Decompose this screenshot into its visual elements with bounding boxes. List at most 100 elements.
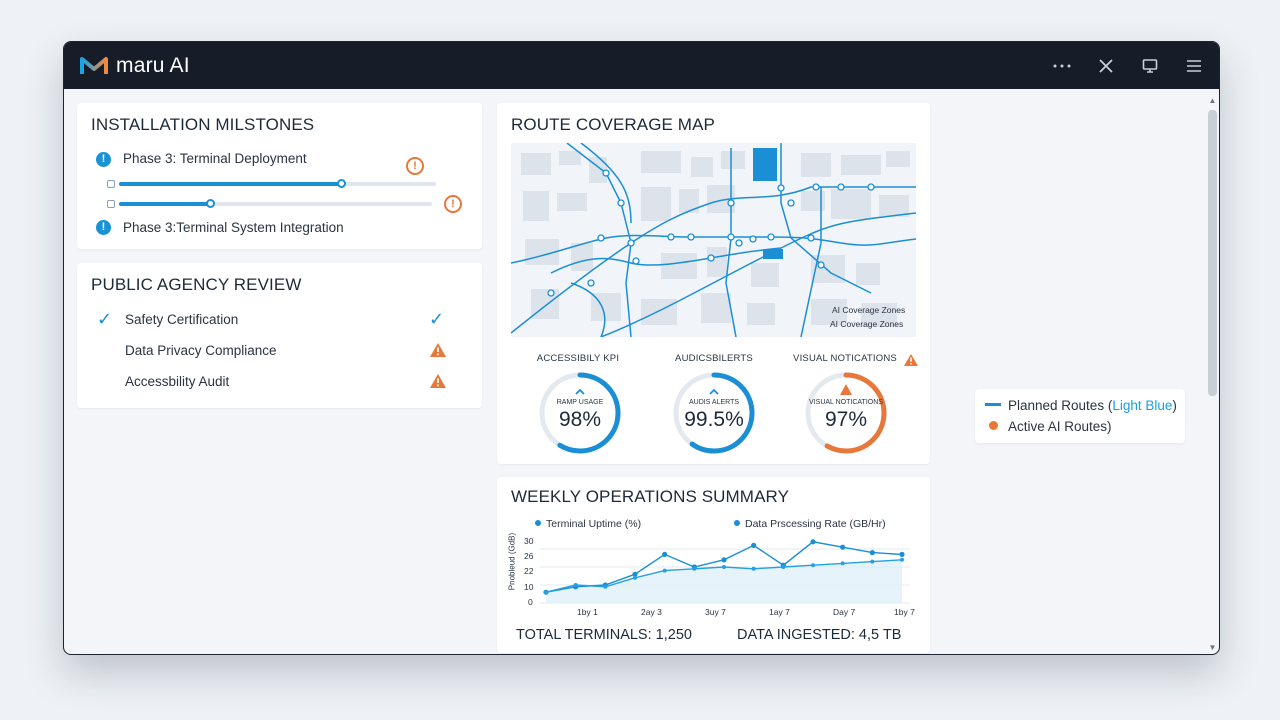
data-point — [840, 544, 846, 550]
review-item[interactable]: Safety Certification — [125, 312, 239, 327]
data-point — [840, 561, 845, 566]
milestone-progress-fill — [119, 182, 341, 186]
logo-icon — [80, 56, 108, 74]
active-label: Active AI Routes) — [1008, 419, 1112, 434]
route-legend: Planned Routes (Light Blue) Active AI Ro… — [975, 389, 1185, 443]
kpi-gauge — [805, 372, 887, 454]
display-button[interactable] — [1139, 55, 1161, 77]
x-tick-label: 1ay 7 — [769, 607, 790, 617]
kpi-gauge — [539, 372, 621, 454]
planned-label-prefix: Planned Routes ( — [1008, 398, 1113, 413]
data-point — [869, 550, 875, 556]
review-title: PUBLIC AGENCY REVIEW — [91, 275, 302, 294]
y-tick-label: 30 — [524, 536, 534, 546]
kpi-gauge — [673, 372, 755, 454]
route-map[interactable] — [511, 143, 916, 337]
y-tick-label: 26 — [524, 551, 534, 561]
data-point — [662, 568, 667, 573]
legend-label: Terminal Uptime (%) — [546, 518, 642, 530]
kpi-sublabel: AUDIS ALERTS — [688, 399, 740, 406]
data-point — [721, 557, 727, 563]
kpi-value: 99.5% — [684, 408, 744, 431]
scrollbar[interactable]: ▲ ▼ — [1207, 96, 1218, 652]
warning-icon[interactable]: ! — [406, 157, 424, 175]
milestones-title: INSTALLATION MILSTONES — [91, 115, 315, 134]
info-icon: ! — [96, 152, 111, 167]
kpi-sublabel: VISUAL NOTICATIONS — [809, 399, 883, 406]
legend-dot — [535, 520, 541, 526]
y-axis-label: Pnobleud (GdB) — [507, 532, 517, 591]
coverage-zone — [763, 249, 783, 259]
weekly-title: WEEKLY OPERATIONS SUMMARY — [511, 487, 790, 506]
legend-processing: Data Prscessing Rate (GB/Hr) — [734, 518, 886, 530]
operations-chart — [540, 539, 910, 604]
close-icon — [1099, 58, 1113, 73]
more-icon — [1053, 64, 1071, 67]
milestone-progress-track — [119, 179, 436, 188]
more-options-button[interactable] — [1051, 55, 1073, 77]
milestone-checkbox[interactable] — [107, 180, 115, 188]
planned-label-accent: Light Blue — [1112, 398, 1173, 413]
warning-icon[interactable]: ! — [444, 195, 462, 213]
info-icon: ! — [96, 220, 111, 235]
y-tick-label: 22 — [524, 566, 534, 576]
legend-label: Data Prscessing Rate (GB/Hr) — [745, 518, 886, 530]
kpi-value: 97% — [824, 408, 868, 431]
milestone-progress-track — [119, 199, 432, 208]
map-zones-label: AI Coverage Zones — [830, 319, 904, 329]
kpi-title: ACCESSIBILY KPI — [536, 353, 620, 364]
review-item[interactable]: Data Privacy Compliance — [125, 343, 277, 358]
menu-button[interactable] — [1183, 55, 1205, 77]
close-button[interactable] — [1095, 55, 1117, 77]
map-title: ROUTE COVERAGE MAP — [511, 115, 715, 134]
data-point — [603, 584, 608, 589]
milestone-label: Phase 3:Terminal System Integration — [123, 220, 344, 235]
y-tick-label: 10 — [524, 582, 534, 592]
scroll-up-arrow[interactable]: ▲ — [1208, 96, 1217, 105]
milestones-card: INSTALLATION MILSTONES ! Phase 3: Termin… — [77, 103, 482, 249]
route-lines — [511, 143, 916, 337]
data-ingested-stat: DATA INGESTED: 4,5 TB — [737, 627, 902, 643]
app-logo: maru AI — [80, 54, 190, 78]
hamburger-icon — [1187, 59, 1201, 72]
planned-route-swatch — [985, 403, 1001, 406]
check-icon: ✓ — [97, 309, 113, 329]
monitor-icon — [1142, 58, 1158, 73]
chart-series — [543, 539, 905, 603]
kpi-value: 98% — [558, 408, 602, 431]
total-terminals-stat: TOTAL TERMINALS: 1,250 — [516, 627, 692, 643]
warning-triangle-icon — [904, 354, 918, 366]
x-tick-label: 2ay 3 — [641, 607, 662, 617]
milestone-progress-fill — [119, 202, 210, 206]
scroll-thumb[interactable] — [1208, 110, 1217, 396]
map-zones-label: AI Coverage Zones — [832, 305, 906, 315]
legend-dot — [734, 520, 740, 526]
data-point — [899, 551, 905, 557]
x-tick-label: 1by 7 — [894, 607, 915, 617]
data-point — [751, 566, 756, 571]
planned-label-suffix: ) — [1172, 398, 1177, 413]
legend-active-routes[interactable]: Active AI Routes) — [985, 419, 1112, 434]
milestone-progress-handle[interactable] — [205, 199, 215, 208]
x-tick-label: Day 7 — [833, 607, 856, 617]
milestone-checkbox[interactable] — [107, 200, 115, 208]
title-bar: maru AI — [64, 42, 1219, 89]
data-point — [900, 557, 904, 562]
data-point — [870, 559, 875, 564]
data-point — [751, 542, 757, 548]
warning-triangle-icon — [430, 343, 446, 357]
series-area — [546, 559, 902, 603]
kpi-title: AUDICSBILERTS — [675, 353, 753, 364]
weekly-summary-card: WEEKLY OPERATIONS SUMMARY Terminal Uptim… — [497, 477, 930, 653]
scroll-down-arrow[interactable]: ▼ — [1208, 643, 1217, 652]
milestone-progress-handle[interactable] — [336, 179, 346, 188]
milestone-label: Phase 3: Terminal Deployment — [123, 151, 307, 166]
coverage-zone — [753, 148, 777, 181]
kpi-sublabel: RAMP USAGE — [556, 399, 604, 406]
review-item[interactable]: Accessbility Audit — [125, 374, 230, 389]
x-tick-label: 1by 1 — [577, 607, 598, 617]
legend-planned-routes[interactable]: Planned Routes (Light Blue) — [985, 398, 1177, 413]
route-stops — [547, 169, 875, 297]
data-point — [811, 563, 815, 568]
data-point — [781, 565, 786, 569]
